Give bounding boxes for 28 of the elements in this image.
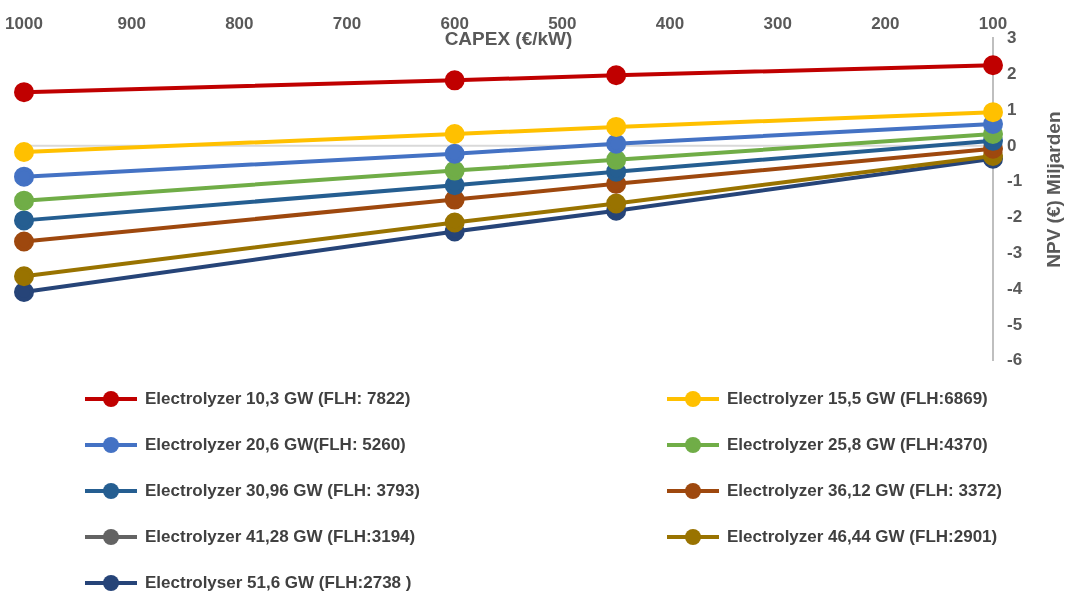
x-tick-label: 400 <box>655 13 685 33</box>
y-tick-label: 3 <box>1007 28 1017 48</box>
legend-label: Electrolyser 51,6 GW (FLH:2738 ) <box>145 573 412 593</box>
y-axis-title: NPV (€) Miljarden <box>1043 111 1065 268</box>
legend-label: Electrolyzer 46,44 GW (FLH:2901) <box>727 527 998 547</box>
y-tick-label: -3 <box>1007 243 1023 263</box>
x-tick-label: 300 <box>763 13 792 33</box>
x-tick-label: 100 <box>978 13 1008 33</box>
y-tick-label: -1 <box>1007 171 1023 191</box>
legend-label: Electrolyzer 15,5 GW (FLH:6869) <box>727 389 988 409</box>
legend-label: Electrolyzer 10,3 GW (FLH: 7822) <box>145 389 411 409</box>
y-tick-label: -2 <box>1007 207 1023 227</box>
x-tick-label: 700 <box>332 13 362 33</box>
y-tick-label: 0 <box>1007 135 1017 155</box>
x-tick-label: 1000 <box>5 13 43 33</box>
y-tick-label: -6 <box>1007 350 1023 370</box>
y-tick-label: 2 <box>1007 63 1017 83</box>
legend-label: Electrolyzer 36,12 GW (FLH: 3372) <box>727 481 1002 501</box>
y-tick-label: -4 <box>1007 278 1023 298</box>
legend-label: Electrolyzer 25,8 GW (FLH:4370) <box>727 435 988 455</box>
legend-label: Electrolyzer 30,96 GW (FLH: 3793) <box>145 481 420 501</box>
y-tick-label: -5 <box>1007 314 1023 334</box>
y-tick-label: 1 <box>1007 99 1017 119</box>
legend-label: Electrolyzer 20,6 GW(FLH: 5260) <box>145 435 406 455</box>
x-tick-label: 900 <box>117 13 146 33</box>
x-tick-label: 800 <box>225 13 254 33</box>
x-tick-label: 200 <box>871 13 900 33</box>
legend-label: Electrolyzer 41,28 GW (FLH:3194) <box>145 527 416 547</box>
